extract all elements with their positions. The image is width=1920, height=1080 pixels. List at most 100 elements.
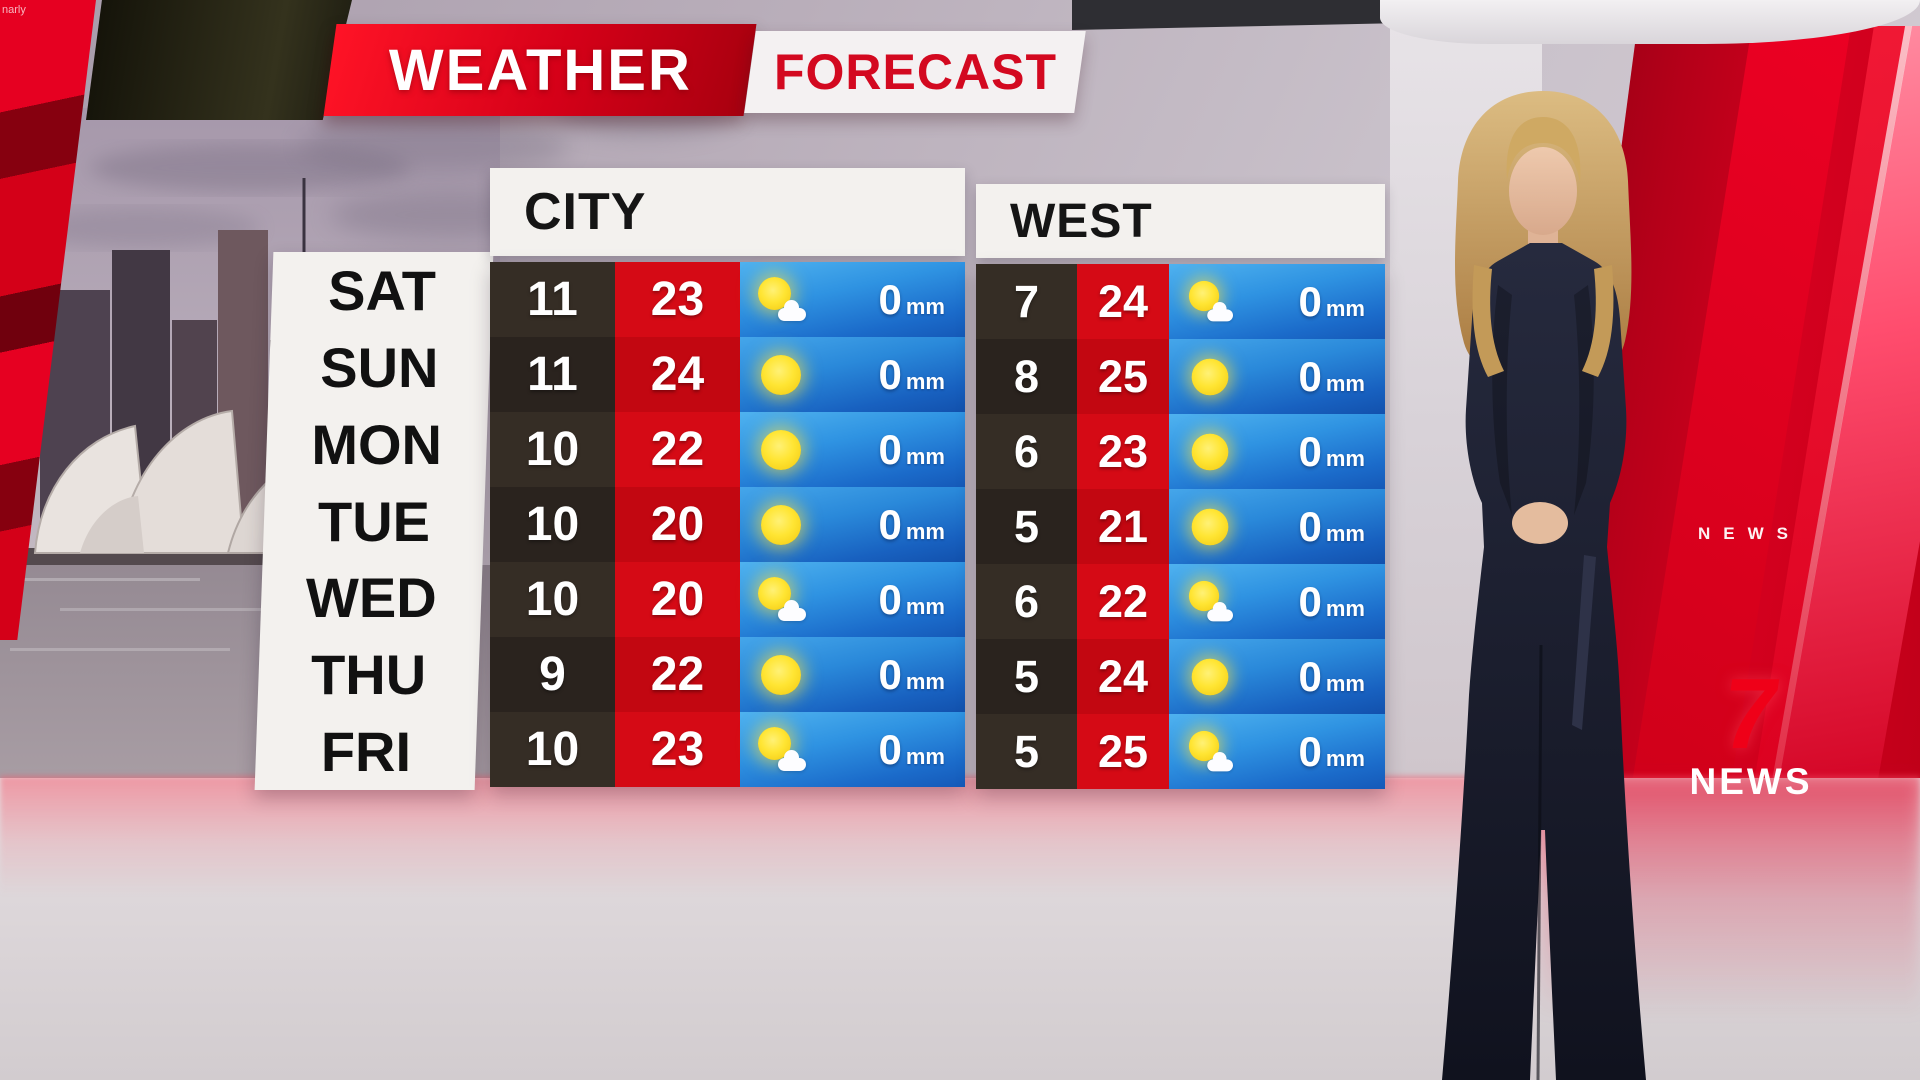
forecast-row: 6 23 0 mm [976, 414, 1385, 489]
sun-icon [1191, 433, 1229, 470]
weather-cell: 0 mm [1169, 714, 1385, 789]
rain-amount: 0 mm [878, 500, 945, 548]
sun-icon [1191, 508, 1229, 545]
sunny-icon [1187, 354, 1233, 400]
west-header-label: WEST [1010, 194, 1153, 248]
seven-logo-mark: 7 [1715, 658, 1787, 770]
cloud-icon [1207, 751, 1233, 771]
rain-amount: 0 mm [1298, 727, 1365, 775]
dark-set-wedge [86, 0, 352, 120]
west-header: WEST [976, 184, 1385, 258]
sunny-icon [756, 650, 806, 700]
sunny-icon [1187, 654, 1233, 700]
partly-cloudy-icon [756, 725, 806, 775]
low-temp-cell: 7 [976, 264, 1077, 339]
weather-cell: 0 mm [740, 562, 965, 637]
weather-cell: 0 mm [1169, 339, 1385, 414]
low-temp-cell: 11 [490, 337, 615, 412]
sunny-icon [756, 500, 806, 550]
forecast-row: 11 24 0 mm [490, 337, 965, 412]
rain-amount: 0 mm [1298, 577, 1365, 625]
weather-cell: 0 mm [740, 262, 965, 337]
sun-icon [761, 429, 801, 470]
city-header: CITY [490, 168, 965, 256]
cloud-icon [778, 749, 806, 771]
cloud-icon [778, 299, 806, 321]
forecast-row: 8 25 0 mm [976, 339, 1385, 414]
sunny-icon [756, 425, 806, 475]
forecast-row: 6 22 0 mm [976, 564, 1385, 639]
partly-cloudy-icon [1187, 729, 1233, 775]
high-temp-cell: 25 [1077, 714, 1169, 789]
sunny-icon [1187, 504, 1233, 550]
weather-cell: 0 mm [740, 487, 965, 562]
partly-cloudy-icon [756, 275, 806, 325]
high-temp-cell: 23 [615, 712, 740, 787]
sun-icon [761, 504, 801, 545]
low-temp-cell: 6 [976, 414, 1077, 489]
low-temp-cell: 11 [490, 262, 615, 337]
weather-banner-red: WEATHER [323, 24, 757, 116]
low-temp-cell: 9 [490, 637, 615, 712]
partly-cloudy-icon [1187, 279, 1233, 325]
weather-cell: 0 mm [1169, 639, 1385, 714]
low-temp-cell: 5 [976, 714, 1077, 789]
presenter-face [1509, 147, 1577, 235]
banner-forecast-text: FORECAST [773, 44, 1057, 100]
cloud-icon [778, 599, 806, 621]
wall-news-text: NEWS [1698, 524, 1801, 543]
day-column: SAT SUN MON TUE WED THU FRI [254, 252, 494, 790]
rain-amount: 0 mm [1298, 427, 1365, 475]
weather-cell: 0 mm [1169, 264, 1385, 339]
presenter-jacket-tie [1572, 555, 1596, 730]
news-wordmark: NEWS [1689, 761, 1813, 802]
high-temp-cell: 24 [1077, 264, 1169, 339]
section-city-rows: 11 23 0 mm 11 24 0 mm 10 22 0 mm 10 20 0 mm 10 20 0 mm 9 22 0 m… [490, 262, 965, 787]
cloud-streak [90, 144, 410, 192]
presenter-suit [1442, 243, 1646, 1080]
low-temp-cell: 5 [976, 489, 1077, 564]
high-temp-cell: 22 [615, 637, 740, 712]
sun-icon [1191, 358, 1229, 395]
news-presenter [1442, 91, 1646, 1080]
rain-amount: 0 mm [878, 725, 945, 773]
rain-amount: 0 mm [878, 350, 945, 398]
presenter-arm-right [1574, 285, 1594, 515]
forecast-row: 5 25 0 mm [976, 714, 1385, 789]
presenter-hands-clasped [1512, 502, 1568, 544]
section-west-rows: 7 24 0 mm 8 25 0 mm 6 23 0 mm 5 21 0 mm 6 22 0 mm 5 24 0 mm 5 25 0… [976, 264, 1385, 789]
cloud-icon [1207, 301, 1233, 321]
forecast-row: 9 22 0 mm [490, 637, 965, 712]
weather-cell: 0 mm [740, 637, 965, 712]
day-label: SUN [320, 335, 439, 399]
rain-amount: 0 mm [878, 275, 945, 323]
high-temp-cell: 21 [1077, 489, 1169, 564]
city-header-label: CITY [524, 183, 647, 241]
forecast-row: 5 24 0 mm [976, 639, 1385, 714]
sunny-icon [756, 350, 806, 400]
low-temp-cell: 10 [490, 487, 615, 562]
weather-cell: 0 mm [1169, 564, 1385, 639]
seven-news-logo: 7 NEWS [1676, 658, 1826, 803]
day-label: TUE [317, 489, 430, 553]
rain-amount: 0 mm [1298, 502, 1365, 550]
day-label: FRI [320, 720, 412, 784]
presenter-hair-fringe [1506, 117, 1581, 182]
partly-cloudy-icon [756, 575, 806, 625]
forecast-row: 10 20 0 mm [490, 562, 965, 637]
sun-icon [1191, 658, 1229, 695]
presenter-hair-strand [1582, 265, 1614, 377]
low-temp-cell: 10 [490, 712, 615, 787]
day-label: WED [305, 566, 437, 630]
low-temp-cell: 8 [976, 339, 1077, 414]
rain-amount: 0 mm [878, 650, 945, 698]
forecast-row: 5 21 0 mm [976, 489, 1385, 564]
high-temp-cell: 22 [615, 412, 740, 487]
high-temp-cell: 20 [615, 562, 740, 637]
sunny-icon [1187, 429, 1233, 475]
forecast-row: 10 23 0 mm [490, 712, 965, 787]
forecast-banner-white: FORECAST [744, 31, 1086, 113]
rain-amount: 0 mm [878, 425, 945, 473]
high-temp-cell: 20 [615, 487, 740, 562]
